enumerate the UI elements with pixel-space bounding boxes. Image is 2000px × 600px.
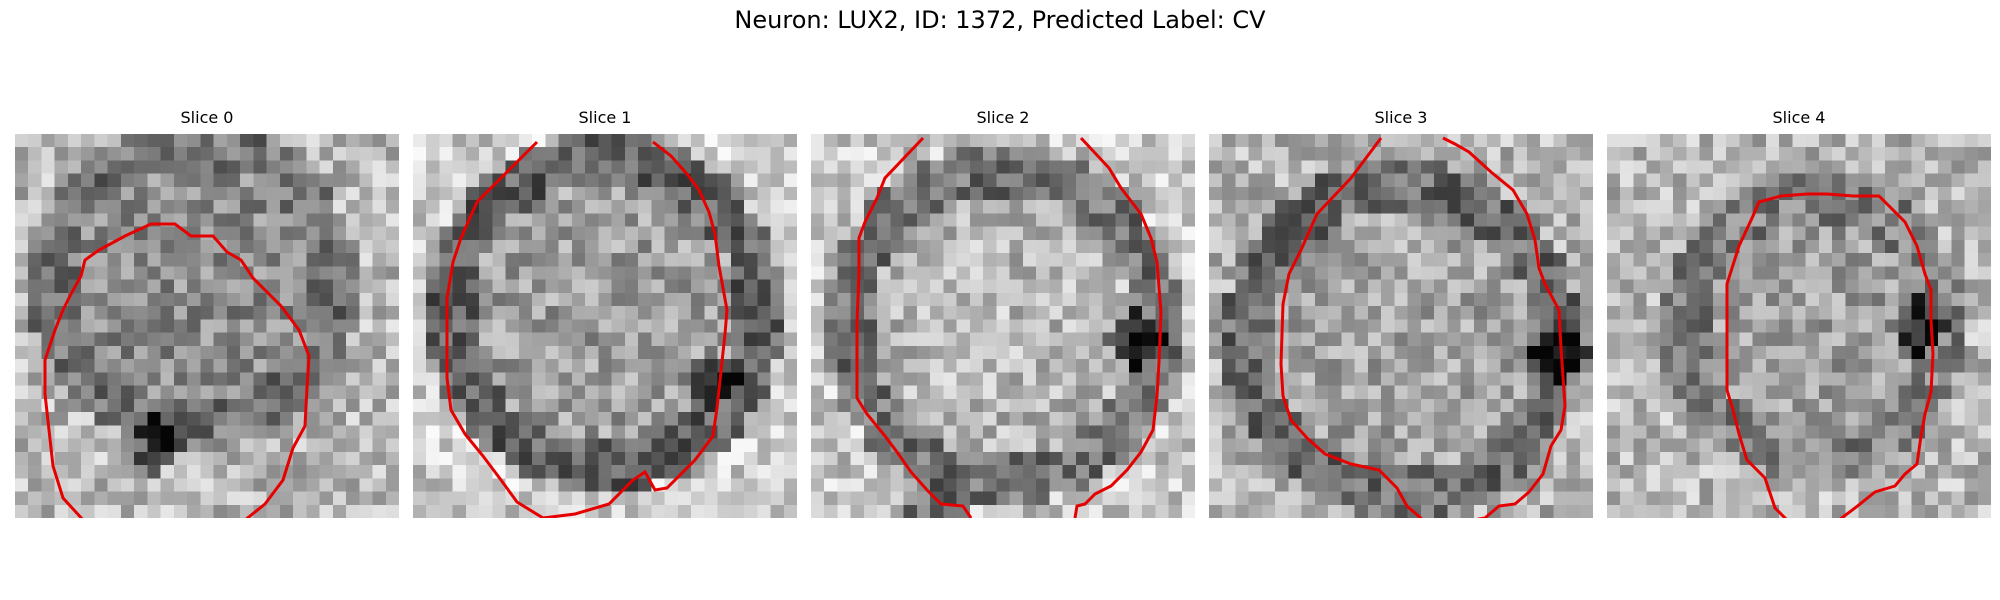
slice-title-2: Slice 2: [976, 108, 1030, 127]
slice-pixels-4: [1607, 134, 1991, 518]
slice-title-0: Slice 0: [180, 108, 234, 127]
slice-image-2: [811, 134, 1195, 518]
slice-panel-0: Slice 0: [15, 108, 399, 518]
figure-title: Neuron: LUX2, ID: 1372, Predicted Label:…: [734, 6, 1266, 34]
slice-pixels-3: [1209, 134, 1593, 518]
cell-contour-3: [1279, 136, 1567, 518]
slice-panel-1: Slice 1: [413, 108, 797, 518]
slice-image-3: [1209, 134, 1593, 518]
slice-panel-3: Slice 3: [1209, 108, 1593, 518]
cell-contour-4: [1725, 192, 1935, 518]
slice-pixels-2: [811, 134, 1195, 518]
cell-contour-0: [43, 222, 311, 518]
slice-title-4: Slice 4: [1772, 108, 1826, 127]
slice-image-1: [413, 134, 797, 518]
slice-panel-2: Slice 2: [811, 108, 1195, 518]
slice-pixels-1: [413, 134, 797, 518]
slice-panel-4: Slice 4: [1607, 108, 1991, 518]
slice-title-3: Slice 3: [1374, 108, 1428, 127]
slice-image-4: [1607, 134, 1991, 518]
slice-image-0: [15, 134, 399, 518]
cell-contour-2: [855, 136, 1163, 518]
slice-title-1: Slice 1: [578, 108, 632, 127]
cell-contour-1: [445, 140, 729, 518]
slice-pixels-0: [15, 134, 399, 518]
